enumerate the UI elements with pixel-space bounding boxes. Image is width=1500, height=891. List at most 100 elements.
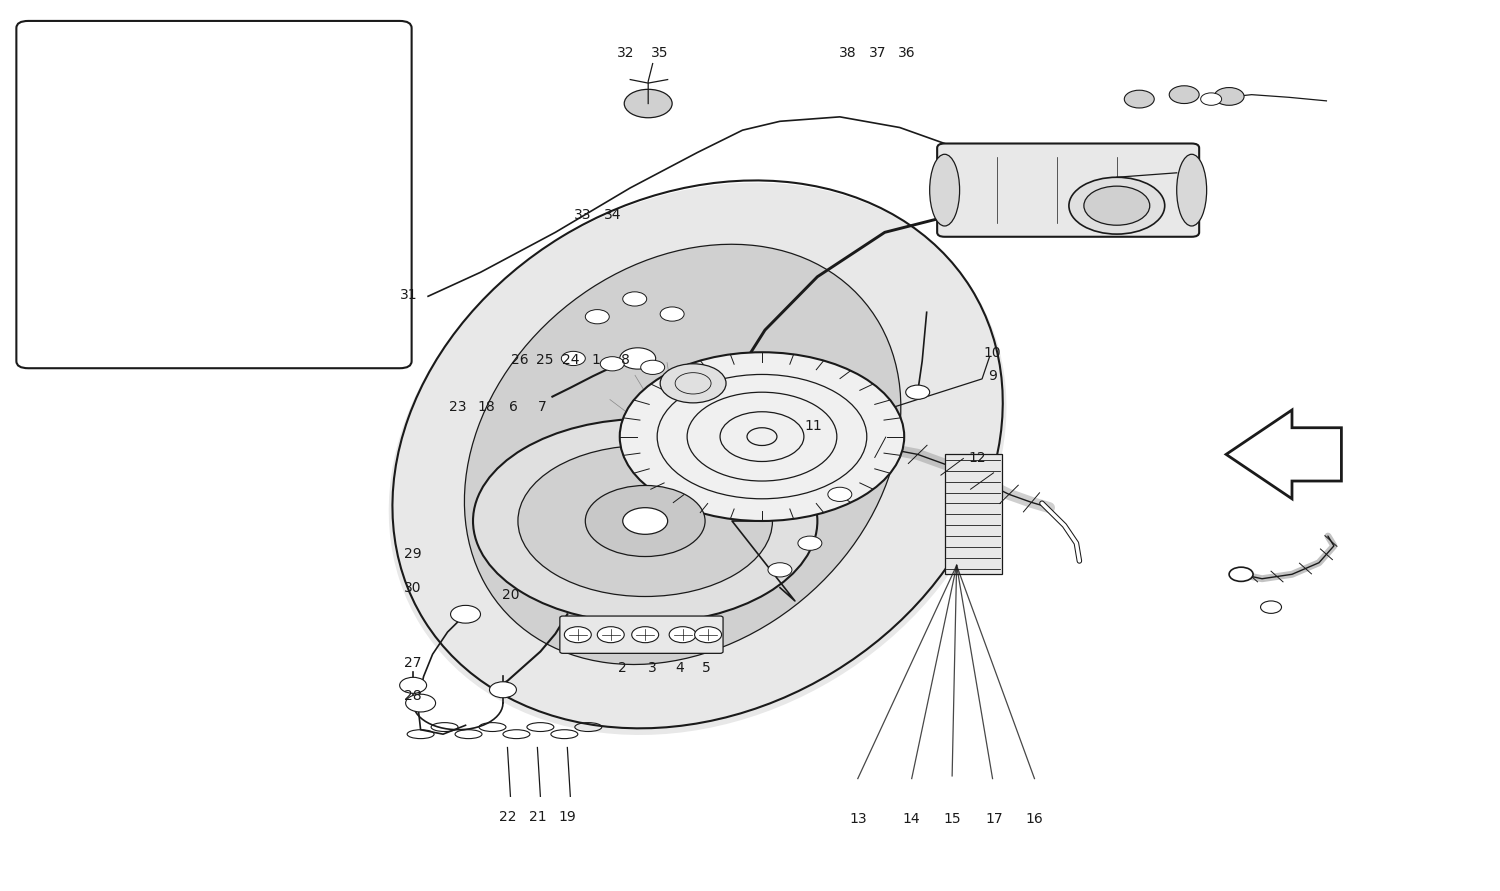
Text: 32274, 32372, 32373,: 32274, 32372, 32373, [128,92,280,105]
Text: per motore: per motore [210,129,284,143]
Text: 32458: 32458 [134,342,177,356]
Circle shape [620,352,904,521]
Circle shape [798,536,822,551]
Text: for: for [285,305,308,318]
Text: -: - [46,231,51,243]
Text: motori n°: motori n° [46,92,110,105]
Circle shape [489,682,516,698]
Text: 27: 27 [405,656,422,670]
Text: 25: 25 [536,353,554,367]
Text: engine No: engine No [46,342,114,356]
Text: e per: e per [272,54,308,68]
Text: -: - [189,342,194,356]
Circle shape [472,419,818,623]
Text: 34: 34 [603,208,621,222]
Circle shape [600,356,624,371]
Circle shape [906,385,930,399]
Text: 35: 35 [651,46,669,60]
Text: 20: 20 [501,588,519,601]
Text: 23: 23 [450,400,466,414]
Bar [945,454,1002,575]
Text: 10: 10 [984,346,1002,360]
Circle shape [1260,601,1281,613]
Text: Not: Not [254,305,279,318]
Text: 7: 7 [537,400,546,414]
Text: 9: 9 [988,369,998,383]
Circle shape [640,360,664,374]
FancyBboxPatch shape [560,616,723,653]
Ellipse shape [930,154,960,226]
Circle shape [564,626,591,642]
Text: 11: 11 [804,419,822,433]
Circle shape [1228,568,1252,582]
Text: No: No [186,129,206,143]
Text: engine No: engine No [146,231,216,243]
Circle shape [1125,90,1155,108]
Text: 37: 37 [868,46,886,60]
Text: 32458: 32458 [70,167,114,180]
Text: 33: 33 [573,208,591,222]
Text: 32373: 32373 [46,305,90,318]
Text: Vale dal: Vale dal [53,54,108,68]
Text: -: - [126,167,130,180]
Circle shape [1214,87,1243,105]
Text: 3: 3 [648,660,657,674]
Circle shape [399,677,426,693]
Text: 32374, 32406: 32374, 32406 [46,129,142,143]
Text: 12: 12 [969,451,987,465]
Text: 38: 38 [839,46,856,60]
Text: 4: 4 [675,660,684,674]
Text: 16: 16 [1026,812,1044,826]
Polygon shape [1226,410,1341,499]
Circle shape [828,487,852,502]
Text: -: - [46,54,51,68]
Text: 18: 18 [477,400,495,414]
Circle shape [405,694,435,712]
Circle shape [1070,177,1164,234]
Ellipse shape [465,244,902,665]
Circle shape [518,446,772,596]
Circle shape [1084,186,1150,225]
Text: 14: 14 [903,812,921,826]
Circle shape [669,626,696,642]
Text: and for engines No: and for engines No [46,268,170,281]
Text: 19: 19 [558,810,576,824]
Text: 8: 8 [621,353,630,367]
Circle shape [450,605,480,623]
Text: 6: 6 [509,400,518,414]
Circle shape [622,292,646,306]
Circle shape [622,508,668,535]
Text: 32438: 32438 [216,54,260,68]
Circle shape [585,309,609,323]
Text: 13: 13 [849,812,867,826]
FancyBboxPatch shape [938,143,1198,237]
Text: 26: 26 [510,353,528,367]
Text: 30: 30 [405,581,422,594]
Text: 17: 17 [986,812,1004,826]
Text: 29: 29 [405,547,422,560]
Ellipse shape [1176,154,1206,226]
Circle shape [597,626,624,642]
Text: 28: 28 [405,689,422,703]
Text: 15: 15 [944,812,962,826]
Text: 1: 1 [591,353,600,367]
Circle shape [585,486,705,557]
Circle shape [660,307,684,321]
Text: 31: 31 [400,288,417,301]
Circle shape [660,364,726,403]
Text: , 32374, 32406: , 32374, 32406 [102,305,207,318]
Text: 32274, 32372,: 32274, 32372, [206,268,306,281]
FancyBboxPatch shape [16,20,411,368]
Text: -: - [237,305,250,318]
Ellipse shape [388,183,1006,735]
Text: 2: 2 [618,660,627,674]
Circle shape [561,351,585,365]
Text: n°: n° [46,167,64,180]
Circle shape [694,626,721,642]
Circle shape [768,563,792,577]
Circle shape [620,347,656,369]
Text: 22: 22 [498,810,516,824]
Circle shape [1200,93,1221,105]
Text: 24: 24 [561,353,579,367]
Text: motore n°: motore n° [124,54,195,68]
